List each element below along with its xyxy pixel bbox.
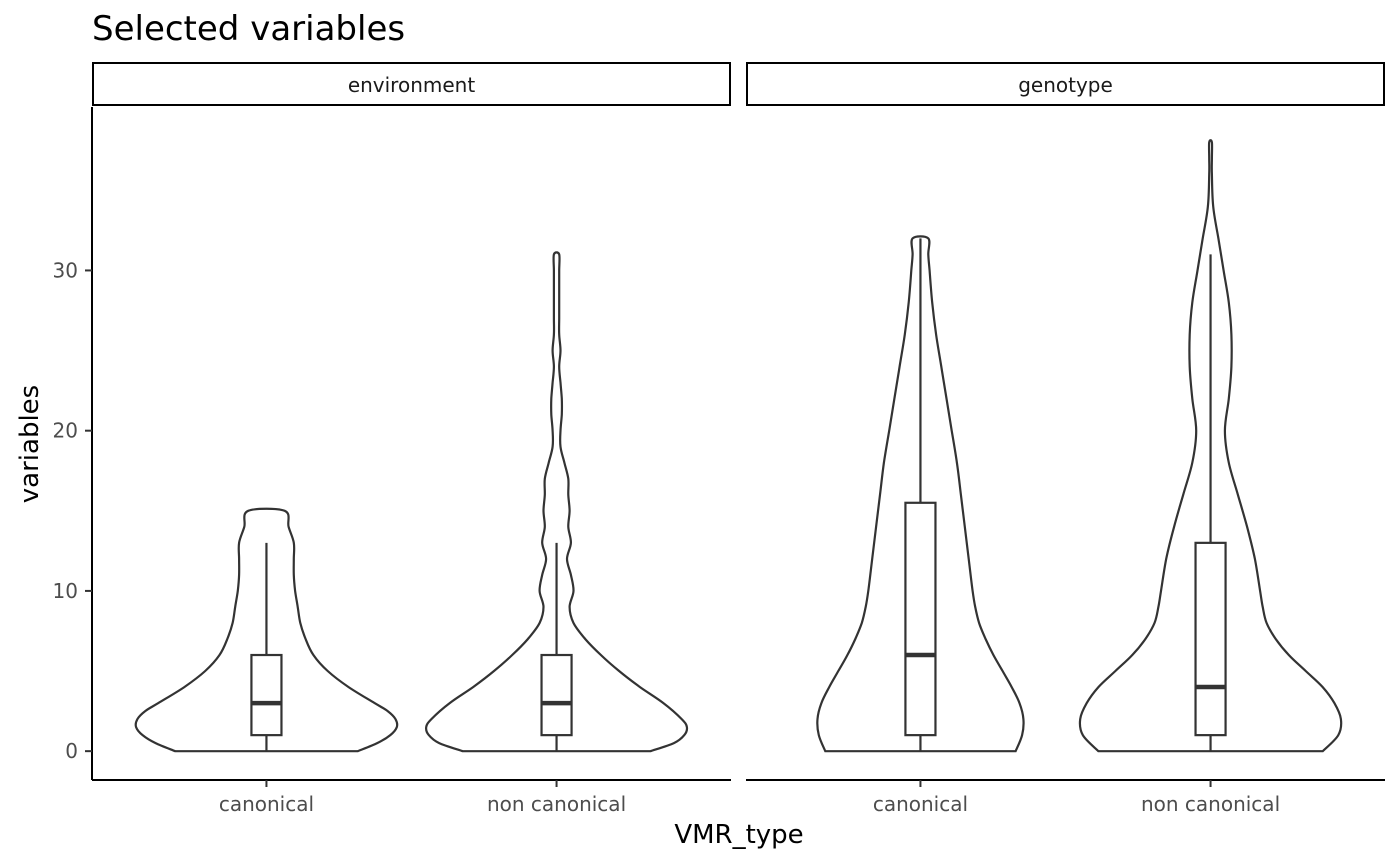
- y-tick-label: 30: [53, 258, 78, 282]
- y-tick-label: 0: [65, 739, 78, 763]
- violin-1-1: [1078, 139, 1343, 753]
- facet-strip-1: [746, 62, 1385, 106]
- violin-0-0: [134, 507, 399, 753]
- x-tick-label: canonical: [873, 792, 968, 816]
- y-tick-label: 20: [53, 419, 78, 443]
- box-0-0: [250, 653, 283, 737]
- y-axis-label: variables: [15, 385, 45, 503]
- x-axis-label: VMR_type: [674, 820, 803, 850]
- x-tick-label: non canonical: [1141, 792, 1280, 816]
- x-tick-label: canonical: [219, 792, 314, 816]
- facet-strip-0: [92, 62, 731, 106]
- box-1-1: [1194, 541, 1227, 737]
- box-0-1: [540, 653, 573, 737]
- facet-label: genotype: [1018, 73, 1113, 97]
- violin-0-1: [425, 251, 689, 753]
- x-tick-label: non canonical: [487, 792, 626, 816]
- y-tick-label: 10: [53, 579, 78, 603]
- violin-1-0: [816, 235, 1025, 753]
- chart-title: Selected variables: [92, 9, 405, 49]
- box-1-0: [904, 501, 937, 737]
- facet-label: environment: [348, 73, 476, 97]
